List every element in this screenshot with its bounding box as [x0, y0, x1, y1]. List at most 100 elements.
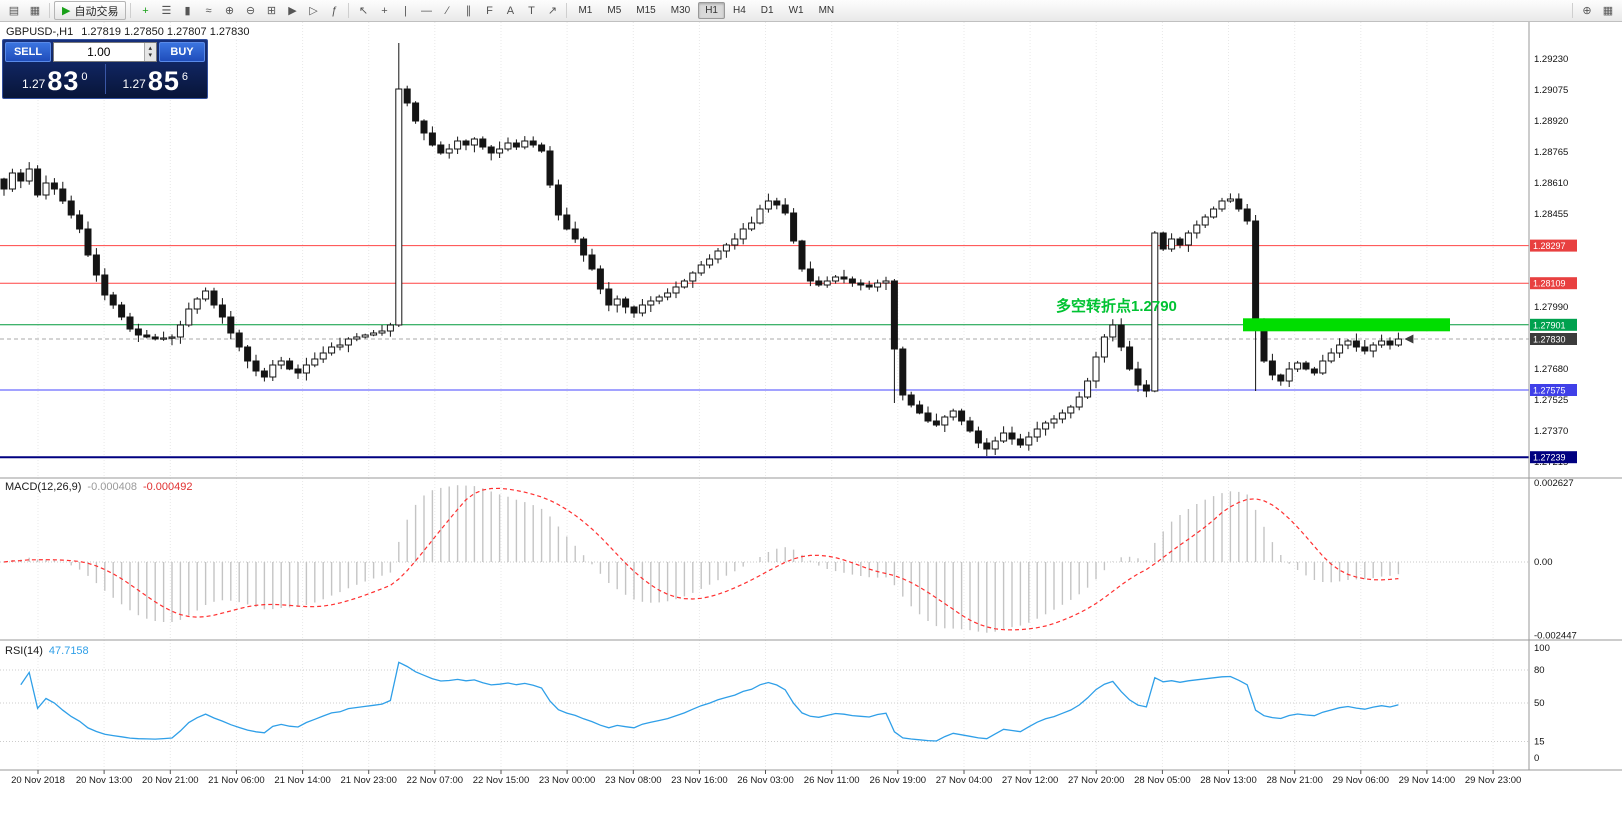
grid-layer [37, 22, 1494, 770]
time-axis-label: 26 Nov 11:00 [804, 775, 860, 786]
rsi-axis: 100 80 50 15 0 [1534, 643, 1550, 764]
chart-shift-icon[interactable]: ▷ [309, 5, 318, 17]
time-axis-label: 21 Nov 06:00 [208, 775, 265, 786]
price-axis-label: 1.28455 [1534, 209, 1568, 220]
macd-name: MACD(12,26,9) [5, 481, 82, 493]
text-icon[interactable]: A [506, 4, 515, 17]
chart-title: GBPUSD-,H1 1.27819 1.27850 1.27807 1.2783… [6, 26, 249, 38]
buy-price[interactable]: 1.27 85 6 [106, 66, 206, 96]
toolbar-separator [130, 3, 132, 18]
time-axis-label: 20 Nov 13:00 [76, 775, 133, 786]
zoom-out-icon[interactable]: ⊖ [245, 5, 256, 17]
volume-input[interactable] [54, 43, 144, 61]
price-axis-label: 1.27680 [1534, 364, 1568, 375]
vertical-line-icon[interactable]: | [404, 4, 407, 17]
timeframe-M1[interactable]: M1 [578, 5, 593, 16]
chart-area[interactable]: 1.29230 1.29075 1.28920 1.28765 1.28610 1.284… [0, 22, 1622, 815]
time-axis-label: 21 Nov 14:00 [274, 775, 331, 786]
autotrading-play-icon: ▶ [62, 5, 71, 17]
price-tag-text: 1.28109 [1533, 279, 1566, 289]
sell-price-sup: 0 [81, 71, 88, 83]
autotrading-label: 自动交易 [74, 5, 119, 18]
new-chart-icon[interactable]: ▦ [29, 5, 41, 17]
rsi-axis-label: 100 [1534, 643, 1550, 654]
time-axis-label: 27 Nov 20:00 [1068, 775, 1125, 786]
time-axis-label: 29 Nov 14:00 [1399, 775, 1456, 786]
price-tag-1.27575 [1530, 384, 1577, 396]
new-order-icon[interactable]: + [142, 4, 149, 17]
sell-button[interactable]: SELL [5, 42, 51, 62]
timeframe-M30[interactable]: M30 [670, 5, 691, 16]
time-axis-label: 22 Nov 15:00 [473, 775, 530, 786]
chart-canvas[interactable]: 1.29230 1.29075 1.28920 1.28765 1.28610 1.284… [0, 22, 1622, 815]
price-axis-label: 1.28610 [1534, 178, 1568, 189]
price-axis-label: 1.27525 [1534, 395, 1568, 406]
time-axis-label: 28 Nov 05:00 [1134, 775, 1191, 786]
time-axis-label: 20 Nov 2018 [11, 775, 65, 786]
volume-up-button[interactable]: ▴ [148, 45, 153, 52]
time-axis-label: 21 Nov 23:00 [340, 775, 397, 786]
timeframe-W1[interactable]: W1 [788, 5, 804, 16]
rsi-axis-label: 50 [1534, 698, 1545, 709]
price-axis-label: 1.27990 [1534, 302, 1568, 313]
auto-scroll-icon[interactable]: ▶ [288, 5, 297, 17]
buy-price-big: 85 [147, 66, 180, 96]
one-click-trading-panel: SELL ▴ ▾ BUY 1.27 83 0 1.27 [2, 39, 208, 99]
market-watch-icon[interactable]: ▤ [8, 5, 20, 17]
cursor-icon[interactable]: ↖ [358, 5, 369, 17]
pivot-zone-rect[interactable] [1243, 318, 1450, 332]
timeframe-H4[interactable]: H4 [732, 5, 746, 16]
price-axis-label: 1.28920 [1534, 116, 1568, 127]
crosshair-icon[interactable]: + [381, 4, 388, 17]
timeframe-MN[interactable]: MN [818, 5, 835, 16]
time-axis-label: 23 Nov 16:00 [671, 775, 728, 786]
time-axis-label: 23 Nov 00:00 [539, 775, 596, 786]
time-axis-label: 27 Nov 04:00 [936, 775, 993, 786]
candlestick-chart-icon[interactable]: ▮ [184, 5, 191, 17]
macd-panel [0, 485, 1529, 633]
price-tag-text: 1.27575 [1533, 386, 1566, 396]
price-tag-text: 1.27830 [1533, 335, 1566, 345]
search-icon[interactable]: ⊕ [1582, 5, 1592, 17]
price-tag-text: 1.27901 [1533, 320, 1566, 330]
zoom-in-icon[interactable]: ⊕ [224, 5, 235, 17]
volume-down-button[interactable]: ▾ [148, 52, 153, 59]
buy-price-sup: 6 [181, 71, 189, 83]
timeframe-D1[interactable]: D1 [760, 5, 774, 16]
macd-axis: 0.002627 0.00 -0.002447 [1534, 478, 1577, 641]
horizontal-lines-layer [0, 245, 1529, 459]
line-chart-icon[interactable]: ≈ [205, 4, 212, 17]
equidistant-channel-icon[interactable]: ∥ [465, 5, 472, 17]
last-price-marker [1404, 334, 1414, 344]
timeframe-M15[interactable]: M15 [636, 5, 656, 16]
buy-button[interactable]: BUY [159, 42, 205, 62]
new-window-icon[interactable]: ▦ [1602, 5, 1614, 17]
fibonacci-icon[interactable]: F [486, 4, 493, 17]
time-axis-label: 28 Nov 13:00 [1200, 775, 1257, 786]
trendline-icon[interactable]: ∕ [446, 4, 449, 17]
indicators-icon[interactable]: ƒ [331, 4, 338, 17]
time-axis-label: 29 Nov 06:00 [1333, 775, 1390, 786]
price-tag-text: 1.27239 [1533, 453, 1566, 463]
rsi-value: 47.7158 [48, 645, 89, 657]
arrows-icon[interactable]: ↗ [547, 5, 558, 17]
macd-label: MACD(12,26,9) -0.000408 -0.000492 [5, 481, 199, 493]
horizontal-line-icon[interactable]: — [420, 4, 432, 17]
sell-price[interactable]: 1.27 83 0 [5, 68, 105, 96]
rsi-axis-label: 80 [1534, 665, 1545, 676]
time-axis-label: 23 Nov 08:00 [605, 775, 662, 786]
price-axis-label: 1.27370 [1534, 426, 1568, 437]
pivot-annotation: 多空转折点1.2790 [1056, 298, 1177, 315]
macd-value-signal: -0.000492 [142, 481, 193, 493]
time-axis-label: 29 Nov 23:00 [1465, 775, 1522, 786]
timeframe-M5[interactable]: M5 [607, 5, 622, 16]
price-tag-1.27830 [1530, 333, 1577, 345]
price-axis-label: 1.28765 [1534, 147, 1568, 158]
timeframe-H1[interactable]: H1 [698, 2, 725, 19]
bar-chart-icon[interactable]: ☰ [161, 5, 172, 17]
autotrading-button[interactable]: ▶ 自动交易 [54, 1, 127, 20]
tile-windows-icon[interactable]: ⊞ [266, 5, 277, 17]
time-axis-label: 22 Nov 07:00 [407, 775, 464, 786]
price-tag-1.28297 [1530, 239, 1577, 252]
text-label-icon[interactable]: T [528, 4, 535, 17]
